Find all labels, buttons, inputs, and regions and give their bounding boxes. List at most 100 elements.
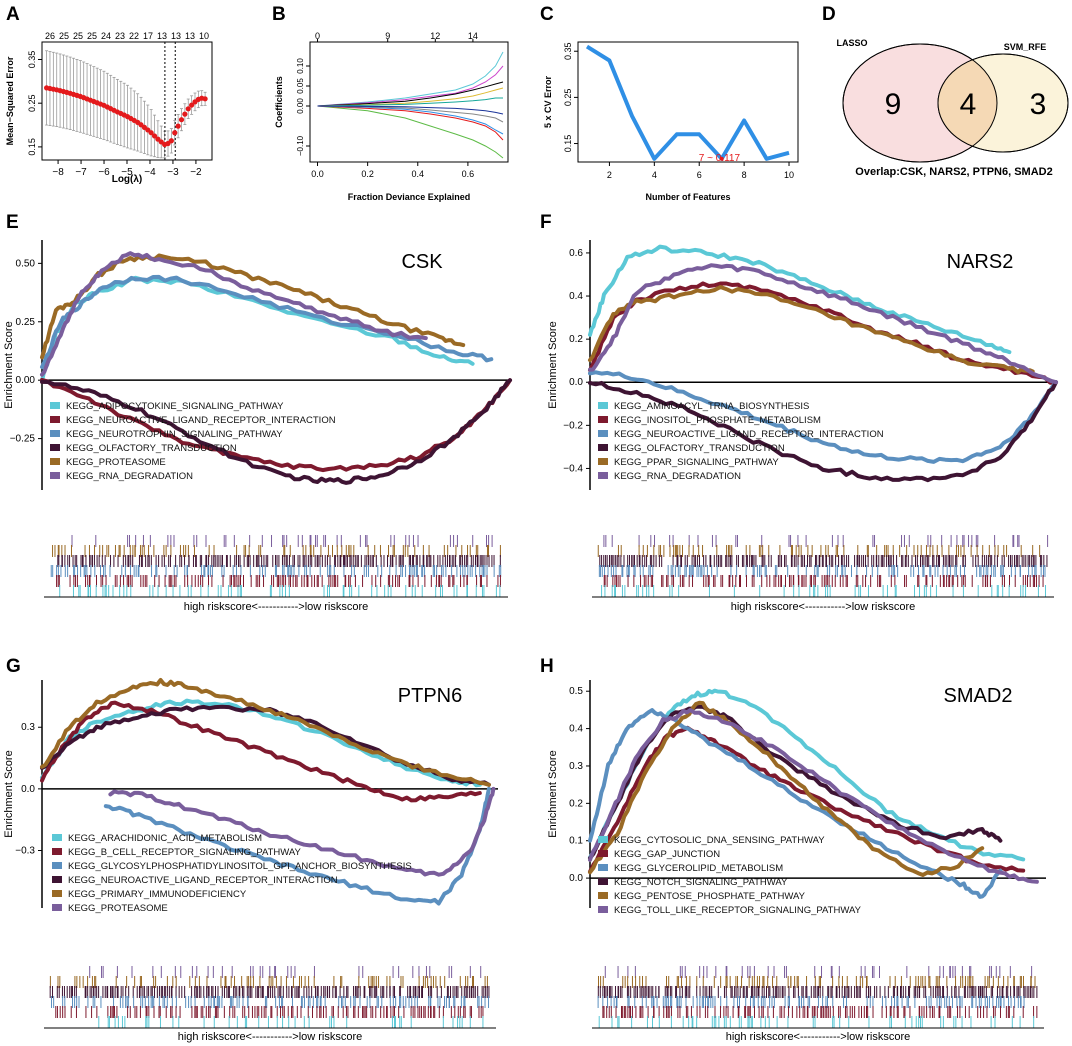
panel-f-y-tick: −0.4 (563, 463, 583, 474)
panel-b-y-tick: 0.05 (296, 78, 305, 94)
panel-a-mse-point (182, 111, 188, 117)
panel-h-y-tick: 0.1 (569, 836, 583, 847)
panel-h-legend-label-2: KEGG_GAP_JUNCTION (614, 849, 720, 860)
venn-count-svm-only: 3 (1030, 88, 1047, 121)
panel-e-legend-label-2: KEGG_NEUROACTIVE_LIGAND_RECEPTOR_INTERAC… (66, 415, 336, 426)
panel-b-y-tick: 0.00 (296, 98, 305, 114)
panel-g-y-tick: 0.3 (21, 722, 35, 733)
panel-g-legend-label-3: KEGG_GLYCOSYLPHOSPHATIDYLINOSITOL_GPI_AN… (68, 861, 412, 872)
panel-g-es-line-1 (40, 698, 482, 788)
panel-e-es-line-4 (40, 378, 512, 485)
panel-e-legend-label-3: KEGG_NEUROTROPHIN_SIGNALING_PATHWAY (66, 429, 283, 440)
panel-a-top-tick: 22 (129, 31, 139, 41)
panel-letter-c: C (540, 4, 554, 25)
panel-c-xlabel: Number of Features (645, 192, 730, 202)
panel-g-gene-title: PTPN6 (398, 685, 462, 707)
panel-f-y-tick: 0.4 (569, 291, 583, 302)
panel-f-legend-label-1: KEGG_AMINOACYL_TRNA_BIOSYNTHESIS (614, 401, 809, 412)
panel-h-legend-swatch-4 (598, 878, 608, 885)
panel-a-top-tick: 23 (115, 31, 125, 41)
panel-letter-e: E (6, 212, 19, 233)
panel-f-es-line-3 (588, 370, 1058, 464)
panel-g-legend-swatch-3 (52, 862, 62, 869)
panel-g-legend-label-5: KEGG_PRIMARY_IMMUNODEFICIENCY (68, 889, 247, 900)
panel-a-top-tick: 17 (143, 31, 153, 41)
panel-letter-f: F (540, 212, 552, 233)
panel-f-legend-label-6: KEGG_RNA_DEGRADATION (614, 471, 741, 482)
panel-g-legend-swatch-6 (52, 904, 62, 911)
panel-a-xlabel: Log(λ) (112, 174, 143, 185)
panel-a-mse-point (168, 138, 174, 144)
panel-h-y-tick: 0.0 (569, 873, 583, 884)
panel-e-legend-swatch-6 (50, 472, 60, 479)
panel-a-mse-point (185, 106, 191, 112)
panel-b-ylabel: Coefficients (274, 76, 284, 128)
panel-b-coef-line-c4 (317, 81, 504, 107)
panel-c-x-tick: 8 (742, 170, 747, 180)
panel-b-coef-line-c5 (317, 105, 504, 141)
panel-f-es-line-1 (588, 244, 1012, 355)
panel-f-ylabel: Enrichment Score (547, 321, 559, 408)
panel-a-mse-point (148, 130, 154, 136)
panel-a-y-tick: 0.15 (27, 138, 37, 156)
panel-a-x-tick: −5 (121, 167, 133, 178)
panel-f-legend-swatch-3 (598, 430, 608, 437)
panel-h-gene-title: SMAD2 (944, 685, 1013, 707)
panel-a-top-tick: 25 (87, 31, 97, 41)
panel-c-x-tick: 2 (607, 170, 612, 180)
panel-c-x-tick: 4 (652, 170, 657, 180)
panel-b-coef-line-c9 (317, 97, 503, 107)
panel-e-legend-swatch-2 (50, 416, 60, 423)
panel-a-x-tick: −2 (190, 167, 202, 178)
panel-a-mse-point (151, 133, 158, 139)
panel-a-y-tick: 0.35 (27, 51, 37, 69)
panel-f-legend-label-4: KEGG_OLFACTORY_TRANSDUCTION (614, 443, 785, 454)
panel-b-x-tick: 0.2 (361, 169, 374, 179)
panel-h-es-line-3 (588, 708, 1003, 899)
panel-g-y-tick: 0.0 (21, 784, 35, 795)
panel-e-es-line-6 (40, 251, 428, 377)
panel-c-ylabel: 5 x CV Error (543, 75, 553, 128)
panel-b-coef-line-c7 (317, 87, 504, 107)
panel-h-legend-label-3: KEGG_GLYCEROLIPID_METABOLISM (614, 863, 783, 874)
panel-c-min-point (719, 156, 724, 161)
panel-a-top-tick: 13 (171, 31, 181, 41)
panel-b-xlabel: Fraction Deviance Explained (348, 192, 471, 202)
panel-g-es-line-6 (108, 786, 496, 877)
panel-c-x-tick: 6 (697, 170, 702, 180)
panel-a-x-tick: −4 (144, 167, 156, 178)
panel-a-x-tick: −6 (98, 167, 110, 178)
panel-c-frame (577, 41, 799, 163)
panel-a-top-tick: 13 (157, 31, 167, 41)
panel-h-y-tick: 0.5 (569, 686, 583, 697)
panel-b-y-tick: −0.10 (296, 135, 305, 156)
panel-a-top-tick: 26 (45, 31, 55, 41)
panel-h-legend-swatch-5 (598, 892, 608, 899)
panel-f-y-tick: −0.2 (563, 420, 583, 431)
panel-e-legend-swatch-5 (50, 458, 60, 465)
panel-e-y-tick: 0.50 (16, 258, 36, 269)
panel-a-frame (41, 41, 213, 161)
panel-a-mse-point (202, 96, 208, 102)
venn-label-svm: SVM_RFE (1004, 42, 1047, 52)
panel-b-top-tick: 12 (430, 31, 440, 41)
panel-h-legend-label-5: KEGG_PENTOSE_PHOSPHATE_PATHWAY (614, 891, 806, 902)
panel-g-legend-swatch-4 (52, 876, 62, 883)
panel-b-top-tick: 0 (315, 31, 320, 41)
panel-g-es-line-5 (40, 678, 491, 787)
panel-f-legend-swatch-5 (598, 458, 608, 465)
panel-a-top-tick: 24 (101, 31, 111, 41)
panel-h-es-line-6 (588, 708, 1039, 884)
panel-letter-d: D (822, 4, 836, 25)
panel-f-xlabel: high riskscore<----------->low riskscore (731, 601, 916, 613)
panel-b-coef-line-c8 (317, 105, 504, 123)
panel-h-y-tick: 0.4 (569, 724, 583, 735)
panel-a-top-tick: 25 (59, 31, 69, 41)
panel-a-mse-point (189, 102, 195, 108)
panel-h-legend-swatch-1 (598, 836, 608, 843)
panel-h-y-tick: 0.3 (569, 761, 583, 772)
panel-g-xlabel: high riskscore<----------->low riskscore (178, 1031, 363, 1043)
panel-b-coef-line-c2 (317, 65, 504, 107)
panel-b-top-tick: 9 (385, 31, 390, 41)
